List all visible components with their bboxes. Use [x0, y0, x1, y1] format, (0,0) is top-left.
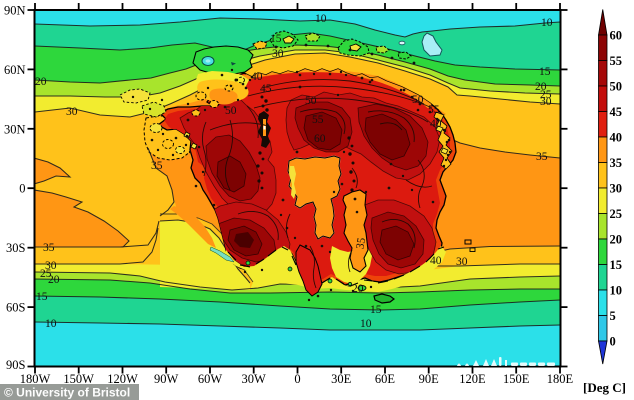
svg-text:20: 20 [535, 81, 547, 93]
svg-text:30: 30 [540, 96, 552, 108]
svg-text:35: 35 [354, 236, 368, 250]
svg-text:[Deg C]: [Deg C] [583, 380, 626, 395]
svg-text:25: 25 [540, 89, 552, 101]
svg-text:10: 10 [45, 318, 57, 330]
svg-text:180W: 180W [20, 372, 51, 386]
svg-text:90N: 90N [4, 4, 26, 18]
svg-text:30: 30 [45, 260, 57, 272]
svg-text:15: 15 [539, 66, 551, 78]
svg-text:50: 50 [225, 105, 237, 117]
svg-text:90S: 90S [6, 358, 26, 372]
svg-text:55: 55 [428, 104, 440, 116]
svg-text:40: 40 [430, 118, 442, 130]
svg-text:15: 15 [270, 33, 282, 45]
svg-text:45: 45 [610, 105, 623, 119]
svg-text:15: 15 [610, 258, 623, 272]
svg-text:60N: 60N [4, 63, 26, 77]
svg-text:90E: 90E [419, 372, 440, 386]
svg-text:50: 50 [610, 80, 623, 94]
svg-text:40: 40 [251, 71, 263, 83]
svg-text:35: 35 [151, 160, 163, 172]
svg-text:30: 30 [610, 182, 623, 196]
svg-text:180E: 180E [547, 372, 574, 386]
svg-text:120E: 120E [459, 372, 486, 386]
svg-text:0: 0 [19, 182, 25, 196]
svg-text:0: 0 [610, 335, 616, 349]
svg-text:150W: 150W [63, 372, 94, 386]
svg-text:20: 20 [610, 233, 623, 247]
svg-text:15: 15 [370, 304, 382, 316]
svg-text:30E: 30E [331, 372, 352, 386]
svg-text:50: 50 [412, 94, 424, 106]
svg-text:40: 40 [430, 255, 442, 267]
svg-text:35: 35 [610, 156, 623, 170]
svg-text:60S: 60S [6, 301, 26, 315]
svg-text:60: 60 [610, 29, 623, 43]
svg-text:45: 45 [260, 83, 272, 95]
svg-text:30S: 30S [6, 241, 26, 255]
svg-text:10: 10 [315, 13, 327, 25]
svg-text:© University of Bristol: © University of Bristol [4, 386, 130, 400]
svg-text:25: 25 [610, 207, 623, 221]
svg-text:150E: 150E [503, 372, 530, 386]
svg-text:30: 30 [456, 256, 468, 268]
svg-text:30: 30 [272, 48, 284, 60]
svg-text:40: 40 [610, 131, 623, 145]
svg-text:5: 5 [610, 309, 616, 323]
svg-text:25: 25 [40, 268, 52, 280]
svg-text:10: 10 [610, 284, 623, 298]
svg-text:55: 55 [312, 114, 324, 126]
svg-text:90W: 90W [154, 372, 179, 386]
svg-text:20: 20 [35, 76, 47, 88]
svg-text:0: 0 [294, 372, 300, 386]
svg-text:50: 50 [305, 95, 317, 107]
svg-text:35: 35 [536, 151, 548, 163]
svg-text:20: 20 [352, 283, 364, 295]
svg-text:15: 15 [36, 291, 48, 303]
svg-text:30: 30 [66, 106, 78, 118]
svg-text:60W: 60W [198, 372, 223, 386]
svg-text:120W: 120W [107, 372, 138, 386]
svg-text:60E: 60E [375, 372, 396, 386]
svg-text:10: 10 [360, 318, 372, 330]
svg-text:55: 55 [610, 54, 623, 68]
svg-text:35: 35 [43, 242, 55, 254]
svg-text:10: 10 [541, 17, 553, 29]
svg-text:20: 20 [48, 274, 60, 286]
svg-text:30W: 30W [242, 372, 267, 386]
svg-text:60: 60 [314, 133, 326, 145]
svg-text:30N: 30N [4, 122, 26, 136]
